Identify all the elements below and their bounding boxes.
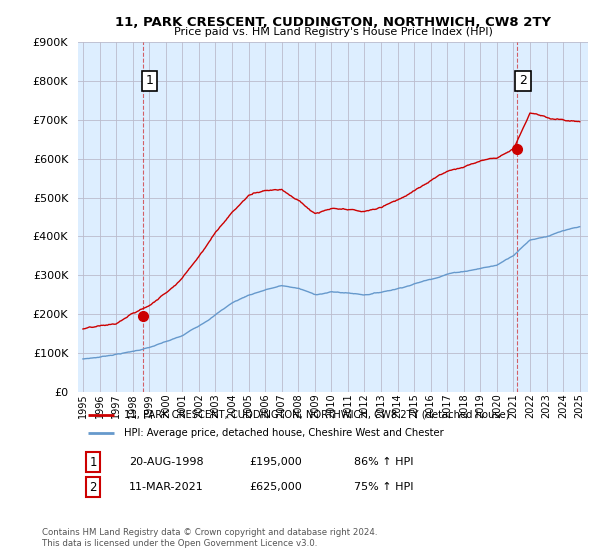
Text: 20-AUG-1998: 20-AUG-1998 bbox=[129, 457, 203, 467]
Text: Price paid vs. HM Land Registry's House Price Index (HPI): Price paid vs. HM Land Registry's House … bbox=[173, 27, 493, 37]
Text: 11, PARK CRESCENT, CUDDINGTON, NORTHWICH, CW8 2TY: 11, PARK CRESCENT, CUDDINGTON, NORTHWICH… bbox=[115, 16, 551, 29]
Text: 86% ↑ HPI: 86% ↑ HPI bbox=[354, 457, 413, 467]
Text: 1: 1 bbox=[146, 74, 154, 87]
Text: £195,000: £195,000 bbox=[249, 457, 302, 467]
Text: 1: 1 bbox=[89, 455, 97, 469]
Text: 2: 2 bbox=[519, 74, 527, 87]
Text: 11-MAR-2021: 11-MAR-2021 bbox=[129, 482, 204, 492]
Text: HPI: Average price, detached house, Cheshire West and Chester: HPI: Average price, detached house, Ches… bbox=[124, 428, 443, 438]
Text: Contains HM Land Registry data © Crown copyright and database right 2024.
This d: Contains HM Land Registry data © Crown c… bbox=[42, 528, 377, 548]
Text: 11, PARK CRESCENT, CUDDINGTON, NORTHWICH, CW8 2TY (detached house): 11, PARK CRESCENT, CUDDINGTON, NORTHWICH… bbox=[124, 410, 509, 420]
Text: £625,000: £625,000 bbox=[249, 482, 302, 492]
Text: 2: 2 bbox=[89, 480, 97, 494]
Text: 75% ↑ HPI: 75% ↑ HPI bbox=[354, 482, 413, 492]
